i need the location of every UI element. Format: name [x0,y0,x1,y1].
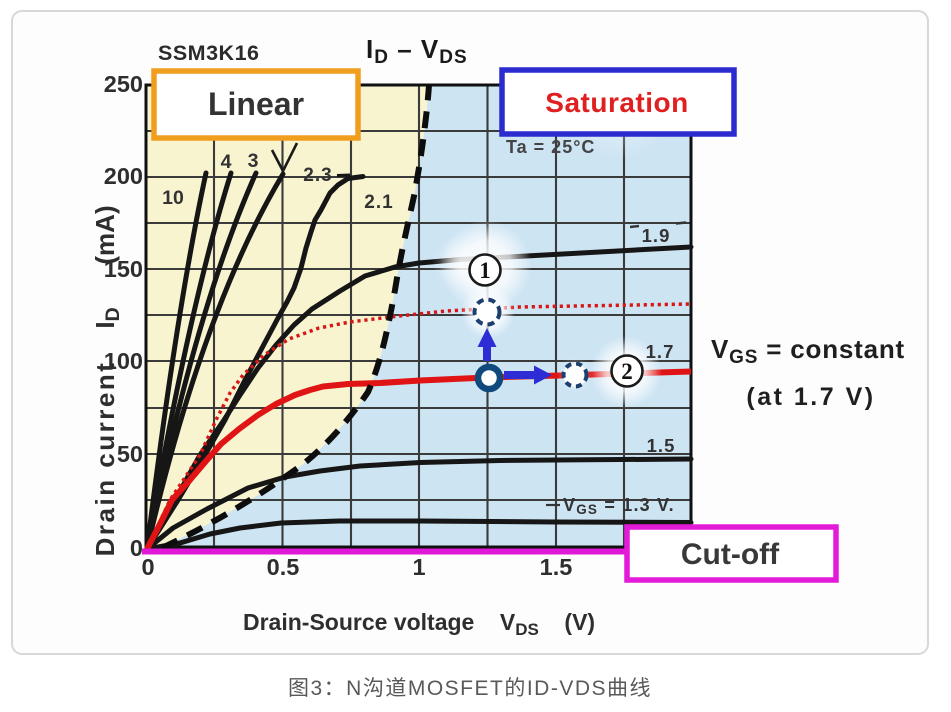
svg-text:0: 0 [141,554,154,580]
svg-text:Linear: Linear [208,86,304,122]
svg-text:250: 250 [104,71,143,97]
svg-text:Ta = 25°C: Ta = 25°C [506,137,595,157]
svg-text:1.5: 1.5 [647,435,676,456]
svg-text:150: 150 [104,256,143,282]
svg-text:3: 3 [248,150,259,172]
svg-text:1.9: 1.9 [642,225,671,246]
svg-text:SSM3K16: SSM3K16 [158,41,260,65]
svg-text:Saturation: Saturation [545,87,688,118]
svg-text:4: 4 [221,151,232,173]
svg-text:10: 10 [162,187,184,209]
svg-text:2.1: 2.1 [364,192,393,213]
svg-text:(mA): (mA) [90,205,120,264]
svg-text:Drain-Source voltage VDS: Drain-Source voltage VDS (V) [243,609,595,639]
svg-text:200: 200 [104,163,143,189]
svg-text:Drain current: Drain current [90,361,120,557]
svg-text:2: 2 [621,359,633,384]
svg-text:0.5: 0.5 [267,554,300,580]
svg-text:100: 100 [104,348,143,374]
svg-text:1.7: 1.7 [646,341,675,362]
svg-text:2.3: 2.3 [303,165,332,186]
svg-text:1: 1 [412,554,425,580]
svg-text:Cut-off: Cut-off [681,538,780,571]
svg-text:0: 0 [130,535,143,561]
svg-text:(at 1.7 V): (at 1.7 V) [746,383,875,411]
svg-text:1: 1 [479,258,491,283]
svg-text:1.5: 1.5 [540,554,573,580]
svg-text:50: 50 [117,441,143,467]
svg-text:图3：N沟道MOSFET的ID-VDS曲线: 图3：N沟道MOSFET的ID-VDS曲线 [288,677,652,700]
